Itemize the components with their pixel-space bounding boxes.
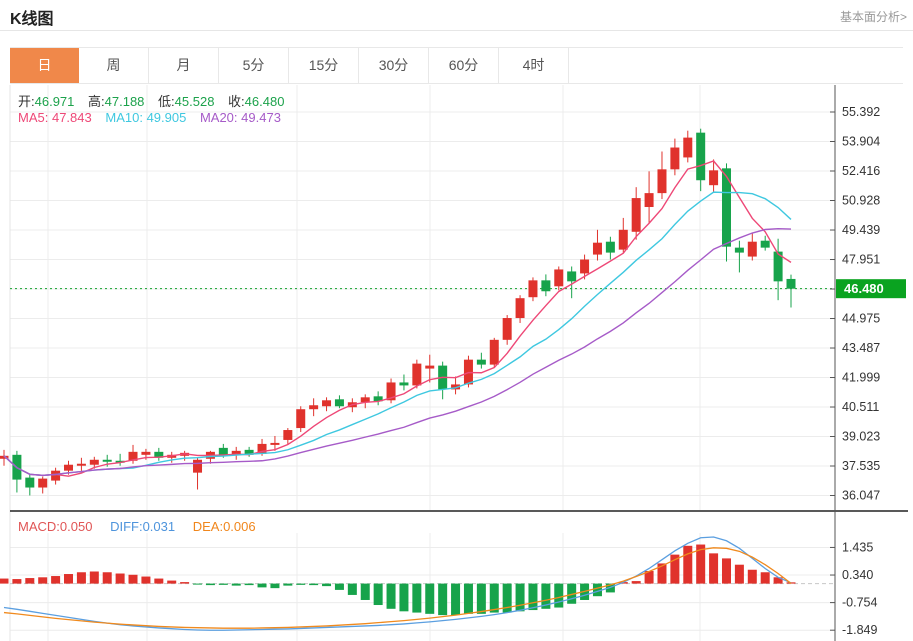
svg-text:47.951: 47.951 — [842, 253, 880, 267]
dea-label: DEA: — [192, 519, 224, 534]
macd-value: 0.050 — [59, 519, 93, 534]
ma20-line — [3, 227, 792, 477]
dea-line — [3, 547, 792, 629]
ohlc-legend: 开:46.971 高:47.188 低:45.528 收:46.480 — [18, 91, 284, 110]
macd-legend: MACD:0.050 DIFF:0.031 DEA:0.006 — [18, 519, 256, 534]
svg-text:53.904: 53.904 — [842, 134, 880, 148]
svg-text:44.975: 44.975 — [842, 312, 880, 326]
ma5-label: MA5: — [18, 110, 49, 125]
diff-label: DIFF: — [110, 519, 143, 534]
tab-60min[interactable]: 60分 — [429, 48, 499, 83]
low-label: 低: — [158, 94, 175, 109]
svg-text:39.023: 39.023 — [842, 430, 880, 444]
tab-15min[interactable]: 15分 — [289, 48, 359, 83]
ma10-line — [3, 191, 792, 477]
svg-text:46.480: 46.480 — [844, 281, 884, 296]
svg-text:49.439: 49.439 — [842, 223, 880, 237]
svg-text:37.535: 37.535 — [842, 459, 880, 473]
current-price-badge: 46.480 — [836, 279, 906, 299]
svg-text:1.435: 1.435 — [842, 540, 873, 554]
page-title: K线图 — [10, 11, 54, 28]
tab-day[interactable]: 日 — [10, 48, 79, 83]
ma20-value: 49.473 — [241, 110, 281, 125]
tab-week[interactable]: 周 — [79, 48, 149, 83]
macd-histogram — [0, 544, 796, 616]
svg-text:-1.849: -1.849 — [842, 623, 877, 637]
high-value: 47.188 — [104, 94, 145, 109]
high-label: 高: — [88, 94, 105, 109]
dea-value: 0.006 — [223, 519, 256, 534]
close-label: 收: — [228, 94, 245, 109]
y-axis: 55.39253.90452.41650.92849.43947.95146.4… — [830, 85, 880, 641]
svg-text:50.928: 50.928 — [842, 193, 880, 207]
header: K线图 基本面分析> — [0, 0, 913, 31]
svg-text:52.416: 52.416 — [842, 164, 880, 178]
period-tabbar: 日 周 月 5分 15分 30分 60分 4时 — [10, 47, 903, 84]
ma-legend: MA5: 47.843 MA10: 49.905 MA20: 49.473 — [18, 110, 281, 125]
fundamental-analysis-link[interactable]: 基本面分析> — [839, 10, 907, 24]
tab-5min[interactable]: 5分 — [219, 48, 289, 83]
svg-text:41.999: 41.999 — [842, 371, 880, 385]
ma10-label: MA10: — [105, 110, 143, 125]
svg-text:55.392: 55.392 — [842, 105, 880, 119]
open-value: 46.971 — [34, 94, 75, 109]
ma20-label: MA20: — [199, 110, 238, 125]
close-value: 46.480 — [244, 94, 285, 109]
tab-4hour[interactable]: 4时 — [499, 48, 569, 83]
svg-text:0.340: 0.340 — [842, 568, 873, 582]
svg-text:36.047: 36.047 — [842, 489, 880, 503]
open-label: 开: — [18, 94, 35, 109]
low-value: 45.528 — [174, 94, 215, 109]
diff-value: 0.031 — [142, 519, 176, 534]
tab-month[interactable]: 月 — [149, 48, 219, 83]
macd-label: MACD: — [18, 519, 60, 534]
svg-text:43.487: 43.487 — [842, 341, 880, 355]
tab-30min[interactable]: 30分 — [359, 48, 429, 83]
svg-text:-0.754: -0.754 — [842, 596, 877, 610]
svg-text:40.511: 40.511 — [842, 400, 879, 414]
tabbar-filler — [569, 48, 903, 83]
ma5-line — [3, 160, 792, 477]
candlestick-series — [0, 128, 796, 496]
diff-line — [3, 536, 792, 631]
ma5-value: 47.843 — [51, 110, 92, 125]
ma10-value: 49.905 — [146, 110, 187, 125]
